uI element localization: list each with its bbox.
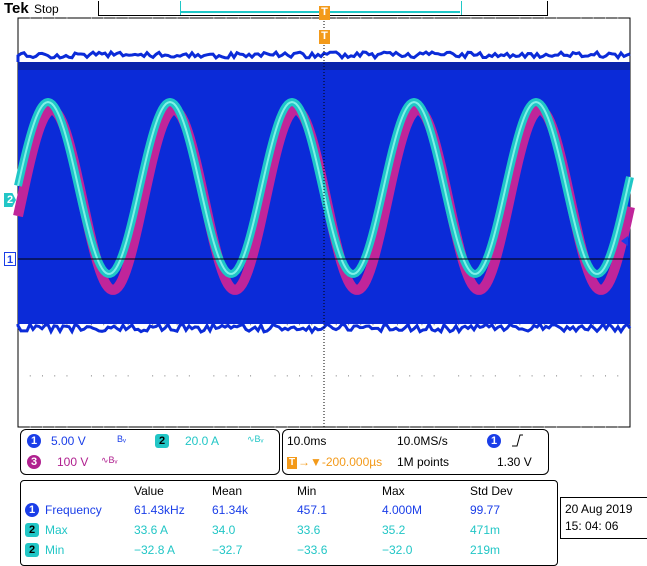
trigger-level[interactable]: 1.30 V (497, 455, 532, 469)
meas-row2-mean: 34.0 (212, 523, 235, 537)
ch1-badge[interactable]: 1 (27, 434, 41, 448)
ch3-bandwidth-icon: ∿Bᵥ (101, 455, 117, 466)
ch1-ground-marker[interactable]: 1 (4, 252, 16, 266)
meas-row2-value: 33.6 A (134, 523, 168, 537)
header-min: Min (297, 484, 316, 498)
sample-rate: 10.0MS/s (397, 434, 448, 448)
ch1-marker-label: 1 (7, 254, 13, 266)
trigger-source-label: 1 (491, 435, 497, 447)
meas-row2-channel: 2 (29, 524, 35, 536)
ch2-bandwidth-icon: ∿Bᵥ (247, 434, 263, 445)
trigger-level-arrow-icon (621, 236, 628, 246)
ch3-badge[interactable]: 3 (27, 455, 41, 469)
timebase-panel: 10.0ms 10.0MS/s 1 T →▼-200.000µs 1M poin… (282, 429, 549, 475)
ch3-badge-label: 3 (31, 456, 37, 468)
meas-row1-mean: 61.34k (212, 503, 248, 517)
ch1-bandwidth-icon: Bᵥ (117, 434, 126, 444)
meas-row1-min: 457.1 (297, 503, 327, 517)
trigger-offset-marker: T (287, 457, 297, 469)
header-mean: Mean (212, 484, 242, 498)
ch1-badge-label: 1 (31, 435, 37, 447)
meas-row3-mean: −32.7 (212, 543, 242, 557)
meas-row3-min: −33.6 (297, 543, 327, 557)
ch1-scale[interactable]: 5.00 V (51, 434, 86, 448)
rising-edge-icon (511, 434, 523, 447)
datetime-panel: 20 Aug 2019 15: 04: 06 (560, 497, 647, 539)
header-max: Max (382, 484, 405, 498)
ch2-marker-label: 2 (7, 194, 13, 206)
meas-row2-name: Max (45, 523, 68, 537)
time-text: 15: 04: 06 (565, 519, 618, 533)
trigger-position-marker-lower[interactable]: T (319, 30, 330, 44)
ch2-scale[interactable]: 20.0 A (185, 434, 219, 448)
meas-row1-max: 4.000M (382, 503, 422, 517)
record-length: 1M points (397, 455, 449, 469)
meas-row1-value: 61.43kHz (134, 503, 185, 517)
meas-row1-name: Frequency (45, 503, 102, 517)
meas-row2-max: 35.2 (382, 523, 405, 537)
meas-row2-std: 471m (470, 523, 500, 537)
meas-row2-channel-badge: 2 (25, 523, 39, 537)
meas-row1-std: 99.77 (470, 503, 500, 517)
date-text: 20 Aug 2019 (565, 502, 632, 516)
ch2-badge[interactable]: 2 (155, 434, 169, 448)
header-std-dev: Std Dev (470, 484, 513, 498)
meas-row3-channel-badge: 2 (25, 543, 39, 557)
trigger-offset-marker-label: T (289, 457, 295, 468)
meas-row3-value: −32.8 A (134, 543, 175, 557)
ch2-badge-label: 2 (159, 435, 165, 447)
meas-row3-channel: 2 (29, 544, 35, 556)
trigger-position-label-lower: T (321, 30, 328, 42)
meas-row1-channel-badge: 1 (25, 503, 39, 517)
header-value: Value (134, 484, 164, 498)
ch3-scale[interactable]: 100 V (57, 455, 88, 469)
meas-row2-min: 33.6 (297, 523, 320, 537)
time-per-division[interactable]: 10.0ms (287, 434, 326, 448)
meas-row1-channel: 1 (29, 504, 35, 516)
trigger-source-badge[interactable]: 1 (487, 434, 501, 448)
meas-row3-std: 219m (470, 543, 500, 557)
meas-row3-name: Min (45, 543, 64, 557)
meas-row3-max: −32.0 (382, 543, 412, 557)
horizontal-position[interactable]: →▼-200.000µs (298, 455, 382, 469)
measurements-panel: Value Mean Min Max Std Dev 1 Frequency 6… (20, 480, 558, 566)
trigger-position-label: T (321, 6, 328, 18)
channel-settings-panel: 1 5.00 V Bᵥ 2 20.0 A ∿Bᵥ 3 100 V ∿Bᵥ (20, 429, 280, 475)
trigger-position-marker[interactable]: T (319, 6, 330, 20)
